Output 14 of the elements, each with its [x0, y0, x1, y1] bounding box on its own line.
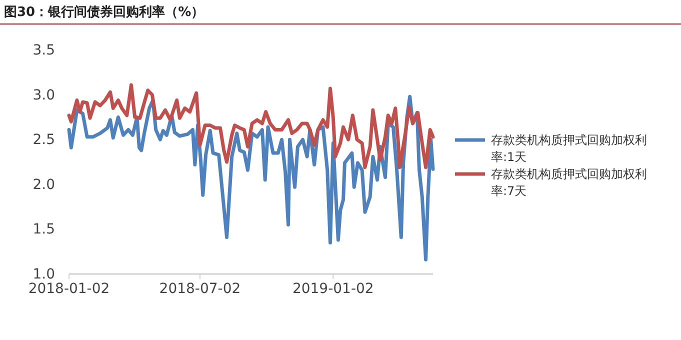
line-series — [67, 94, 435, 262]
x-tick-label: 2018-07-02 — [159, 280, 241, 297]
y-tick-label: 3.0 — [32, 87, 55, 104]
line-series — [67, 83, 435, 170]
legend-label: 存款类机构质押式回购加权利率:1天 — [491, 133, 647, 164]
chart-title: 图30：银行间债券回购利率（%） — [4, 4, 204, 20]
x-tick-label: 2018-01-02 — [28, 280, 110, 297]
y-tick-label: 2.0 — [32, 176, 55, 193]
x-tick-label: 2019-01-02 — [292, 280, 374, 297]
y-tick-label: 1.0 — [32, 266, 55, 282]
legend-label: 存款类机构质押式回购加权利率:7天 — [491, 167, 647, 198]
y-tick-label: 3.5 — [32, 42, 55, 58]
y-tick-label: 2.5 — [32, 132, 55, 148]
y-tick-label: 1.5 — [32, 222, 55, 238]
